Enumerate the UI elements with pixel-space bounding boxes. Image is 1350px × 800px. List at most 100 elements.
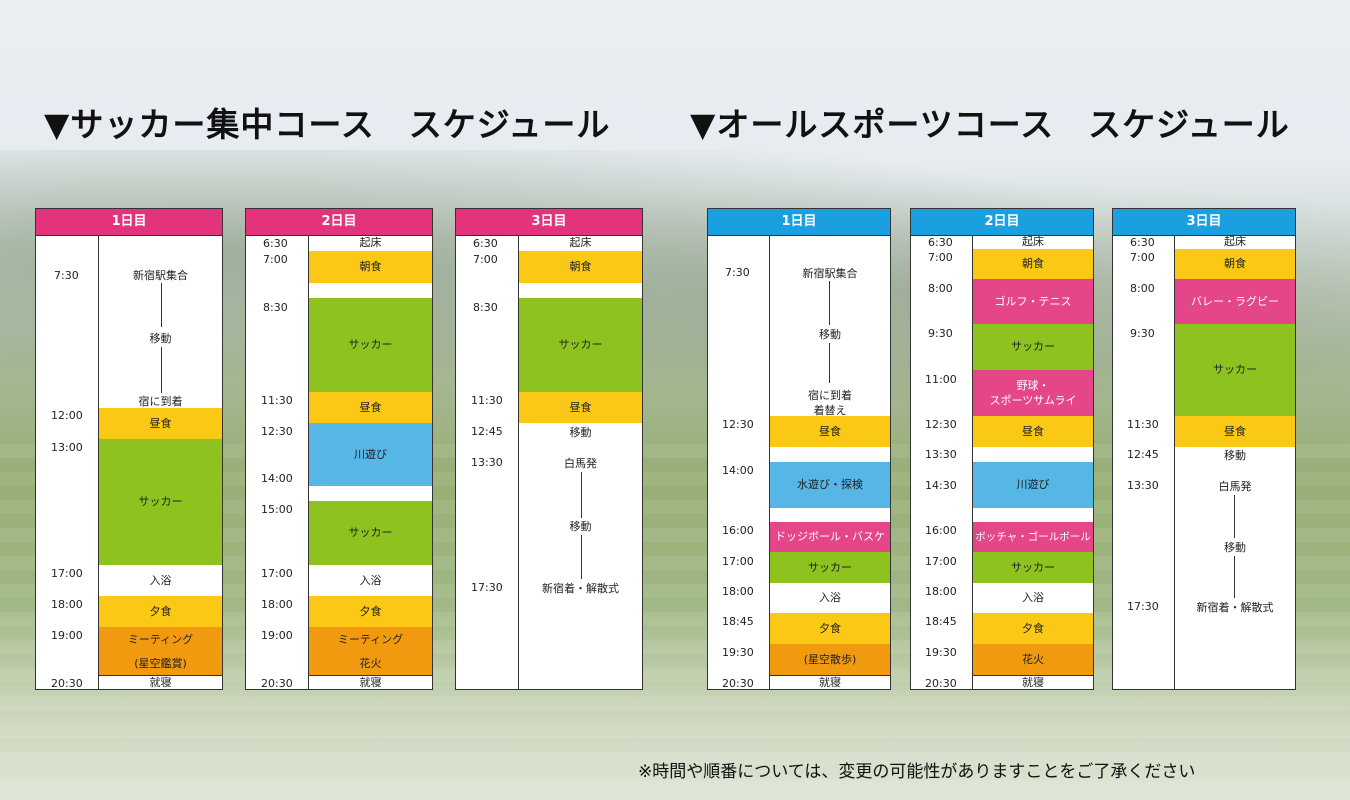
time-label: 7:00 [1130, 251, 1155, 264]
time-label: 11:00 [925, 373, 957, 386]
schedule-block: サッカー [309, 298, 432, 392]
schedule-item: 新宿着・解散式 [542, 582, 619, 595]
time-label: 8:30 [263, 301, 288, 314]
schedule-item: 新宿駅集合 [802, 267, 858, 280]
time-label: 8:00 [928, 282, 953, 295]
time-label: 13:30 [1127, 479, 1159, 492]
time-label: 18:00 [925, 585, 957, 598]
time-label: 12:30 [722, 418, 754, 431]
allsports-day1-table: 1日目 7:30 12:30 14:00 16:00 17:00 18:00 1… [707, 208, 891, 690]
day-header: 1日目 [36, 209, 222, 236]
schedule-block: 川遊び [973, 462, 1093, 508]
time-label: 6:30 [928, 236, 953, 249]
time-label: 7:00 [928, 251, 953, 264]
schedule-block: 夕食 [309, 596, 432, 627]
schedule-block: 入浴 [149, 573, 172, 587]
schedule-item: 移動 [569, 426, 592, 439]
schedule-block: 昼食 [99, 408, 222, 439]
schedule-block: サッカー [309, 501, 432, 565]
time-label: 7:00 [473, 253, 498, 266]
schedule-block: 昼食 [309, 392, 432, 423]
time-label: 18:00 [51, 598, 83, 611]
schedule-block: 就寝 [973, 675, 1093, 690]
time-label: 6:30 [473, 237, 498, 250]
time-label: 9:30 [928, 327, 953, 340]
time-label: 20:30 [722, 677, 754, 690]
soccer-course-title: ▼サッカー集中コース スケジュール [44, 105, 611, 144]
schedule-block: ミーティング [309, 627, 432, 652]
time-label: 6:30 [263, 237, 288, 250]
time-label: 8:30 [473, 301, 498, 314]
schedule-block: 就寝 [770, 675, 890, 690]
schedule-block: 川遊び [309, 423, 432, 486]
schedule-item: 移動 [1224, 449, 1246, 462]
time-label: 17:30 [471, 581, 503, 594]
schedule-block: 入浴 [819, 591, 841, 605]
allsports-course-title: ▼オールスポーツコース スケジュール [690, 105, 1290, 144]
schedule-item: スポーツサムライ [989, 394, 1077, 407]
time-label: 19:30 [925, 646, 957, 659]
time-label: 11:30 [471, 394, 503, 407]
schedule-block: 昼食 [770, 416, 890, 447]
schedule-block: (星空散歩) [770, 644, 890, 675]
schedule-block: 入浴 [1022, 591, 1044, 605]
schedule-block: 入浴 [359, 573, 382, 587]
schedule-block: 朝食 [519, 251, 642, 283]
time-label: 12:00 [51, 409, 83, 422]
allsports-day3-table: 3日目 6:30 7:00 8:00 9:30 11:30 12:45 13:3… [1112, 208, 1296, 690]
time-label: 8:00 [1130, 282, 1155, 295]
schedule-block: 就寝 [99, 675, 222, 690]
schedule-block: 花火 [973, 644, 1093, 675]
schedule-block: 昼食 [1175, 416, 1295, 447]
schedule-item: 移動 [1224, 541, 1246, 554]
time-label: 17:30 [1127, 600, 1159, 613]
time-label: 15:00 [261, 503, 293, 516]
schedule-block: 起床 [359, 236, 382, 250]
time-label: 18:00 [261, 598, 293, 611]
time-label: 19:30 [722, 646, 754, 659]
time-label: 7:30 [54, 269, 79, 282]
schedule-block: 水遊び・探検 [770, 462, 890, 508]
schedule-block: バレー・ラグビー [1175, 279, 1295, 324]
time-label: 18:00 [722, 585, 754, 598]
schedule-item: 新宿駅集合 [133, 269, 188, 282]
soccer-day2-table: 2日目 6:30 7:00 8:30 11:30 12:30 14:00 15:… [245, 208, 433, 690]
schedule-block: サッカー [1175, 324, 1295, 416]
time-label: 16:00 [925, 524, 957, 537]
time-label: 17:00 [722, 555, 754, 568]
time-label: 20:30 [51, 677, 83, 690]
allsports-day2-table: 2日目 6:30 7:00 8:00 9:30 11:00 12:30 13:3… [910, 208, 1094, 690]
time-label: 13:00 [51, 441, 83, 454]
time-label: 16:00 [722, 524, 754, 537]
time-label: 14:00 [261, 472, 293, 485]
time-label: 13:30 [471, 456, 503, 469]
schedule-item: 白馬発 [564, 457, 597, 470]
schedule-block: 花火 [309, 652, 432, 675]
schedule-item: 宿に到着 [808, 389, 852, 402]
schedule-block: ミーティング [99, 627, 222, 652]
schedule-block: 昼食 [973, 416, 1093, 447]
schedule-item: 宿に到着 [138, 395, 183, 408]
day-header: 2日目 [246, 209, 432, 236]
day-header: 2日目 [911, 209, 1093, 236]
time-label: 20:30 [925, 677, 957, 690]
time-label: 18:45 [722, 615, 754, 628]
schedule-block: 夕食 [99, 596, 222, 627]
schedule-item: 着替え [813, 404, 847, 417]
time-label: 11:30 [261, 394, 293, 407]
time-label: 12:45 [471, 425, 503, 438]
schedule-block: 夕食 [973, 613, 1093, 644]
schedule-block: 夕食 [770, 613, 890, 644]
schedule-block: (星空鑑賞) [99, 652, 222, 675]
time-label: 12:45 [1127, 448, 1159, 461]
time-label: 18:45 [925, 615, 957, 628]
schedule-block: サッカー [973, 324, 1093, 370]
schedule-block: サッカー [99, 439, 222, 565]
soccer-day3-table: 3日目 6:30 7:00 8:30 11:30 12:45 13:30 17:… [455, 208, 643, 690]
schedule-block: ドッジボール・バスケ [770, 522, 890, 552]
time-label: 7:00 [263, 253, 288, 266]
disclaimer-note: ※時間や順番については、変更の可能性がありますことをご了承ください [638, 762, 1196, 782]
time-label: 17:00 [925, 555, 957, 568]
time-label: 7:30 [725, 266, 750, 279]
schedule-block: 朝食 [973, 249, 1093, 279]
